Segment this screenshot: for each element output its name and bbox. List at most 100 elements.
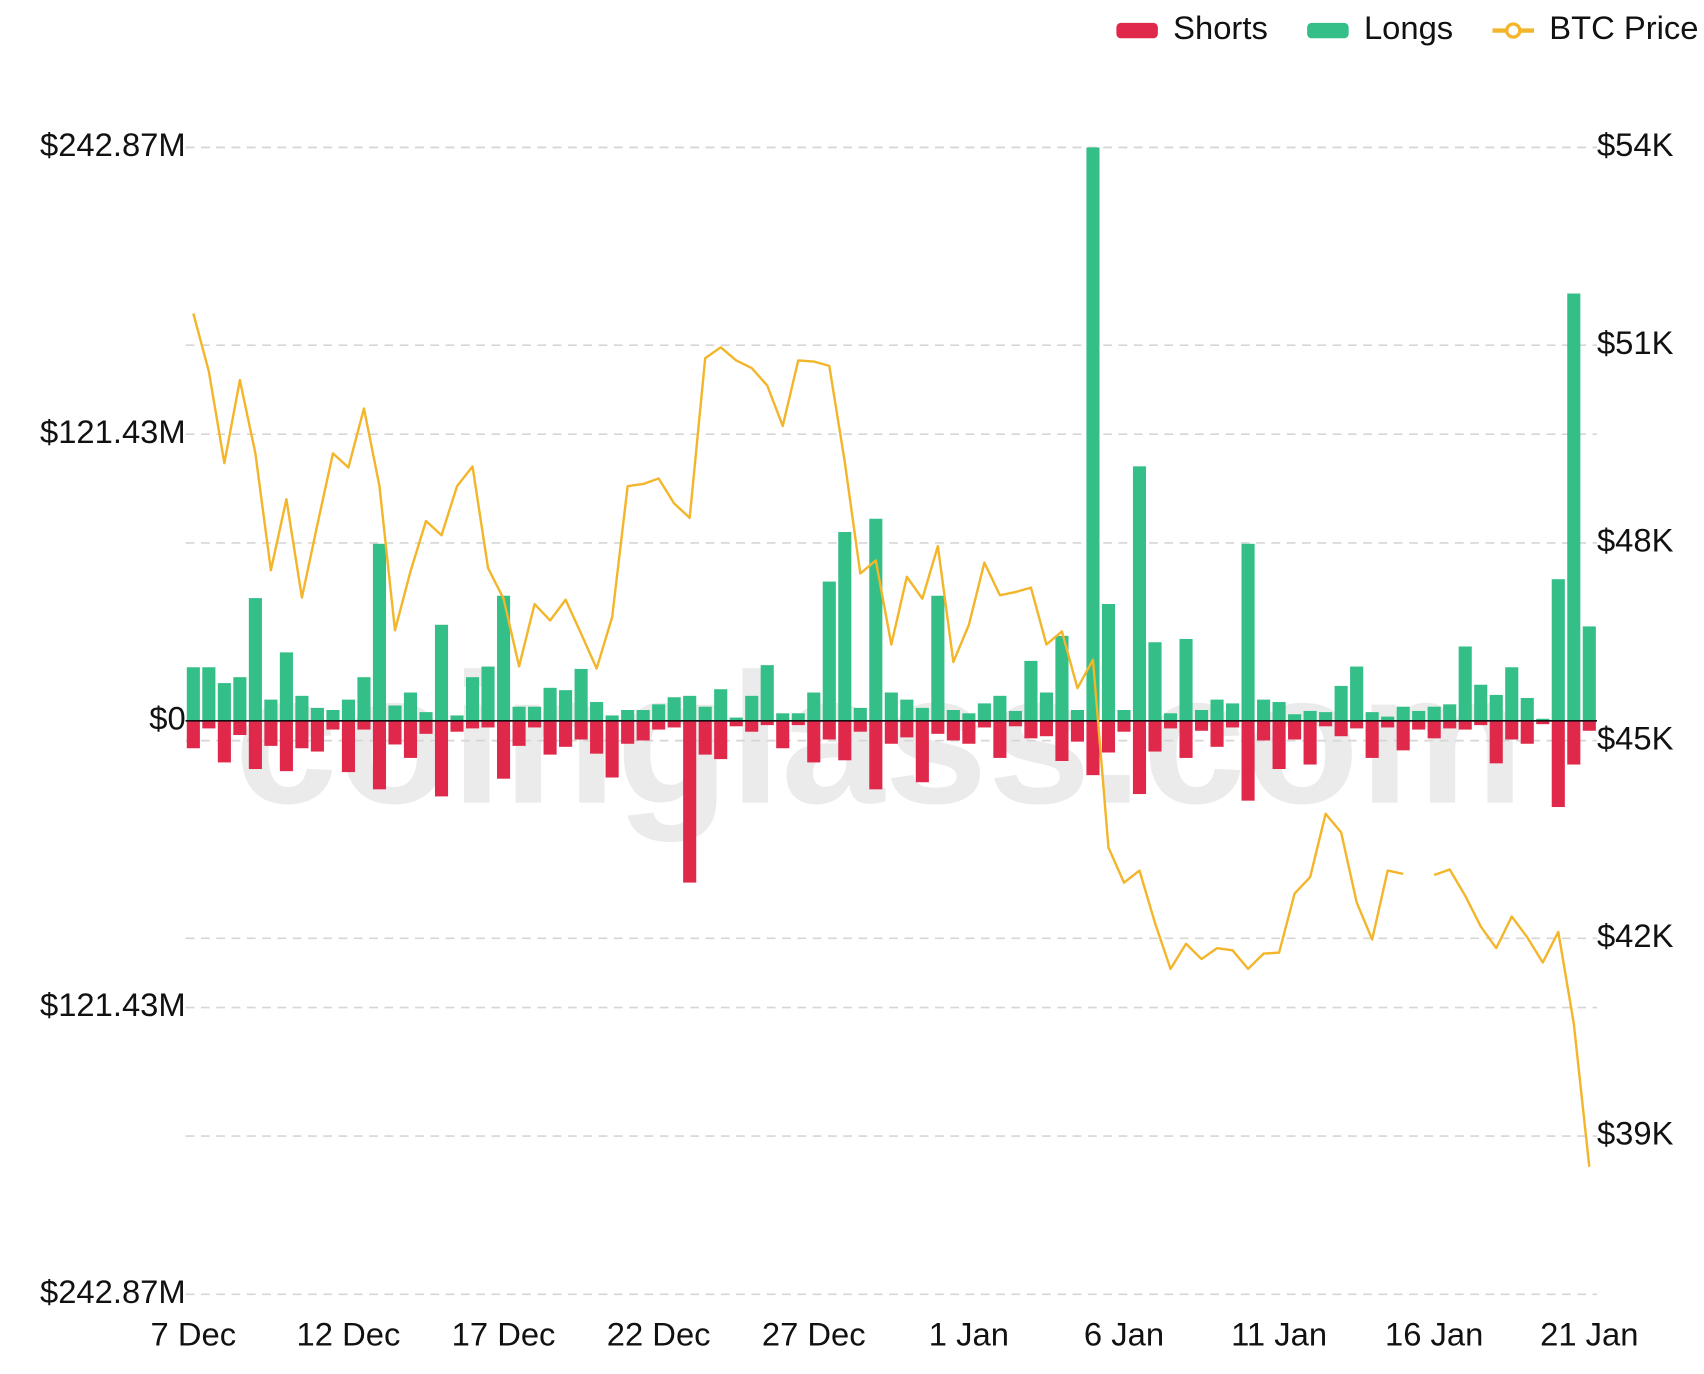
bar [1086, 147, 1100, 721]
bar [1412, 710, 1426, 721]
bar [698, 720, 712, 755]
y2-tick-label: $42K [1597, 917, 1674, 954]
bar [512, 706, 526, 721]
bar [1350, 666, 1364, 721]
bar [590, 720, 604, 754]
bar [729, 717, 743, 721]
bar [977, 703, 991, 721]
bar [667, 720, 681, 728]
x-tick-label: 17 Dec [452, 1316, 556, 1353]
bar [652, 720, 666, 730]
bar [559, 720, 573, 747]
legend-item: Longs [1307, 9, 1453, 46]
x-tick-label: 27 Dec [762, 1316, 866, 1353]
bar [1396, 706, 1410, 721]
bar [1458, 720, 1472, 730]
bar [497, 595, 511, 721]
bar [481, 666, 495, 721]
bar [326, 720, 340, 730]
bar [1288, 714, 1302, 721]
bar [1505, 720, 1519, 740]
bar [946, 709, 960, 721]
bar [1241, 543, 1255, 721]
bar [745, 695, 759, 721]
price-line [192, 313, 1591, 1167]
bar [574, 720, 588, 740]
bar [310, 720, 324, 752]
bar [1101, 603, 1116, 721]
bar [1241, 720, 1255, 801]
legend-label: BTC Price [1549, 9, 1698, 46]
bar [1179, 638, 1193, 721]
bar [202, 720, 216, 729]
bar [1551, 579, 1565, 721]
bar [1288, 720, 1302, 740]
bar [1210, 699, 1224, 721]
bar [683, 720, 697, 883]
bar [1582, 720, 1596, 731]
bar [1272, 701, 1286, 721]
bar [1520, 720, 1534, 744]
bar [1070, 709, 1085, 721]
bar [745, 720, 759, 732]
bar [1024, 660, 1038, 721]
bar [1365, 720, 1379, 758]
y2-tick-label: $54K [1597, 126, 1674, 163]
bar [1163, 720, 1178, 729]
bar [962, 720, 976, 744]
bar [1381, 720, 1395, 728]
bar [1055, 635, 1069, 721]
bar [403, 692, 418, 721]
bar [1055, 720, 1069, 761]
bar [1381, 716, 1395, 721]
bar [1520, 697, 1534, 721]
bar [1226, 720, 1240, 728]
bar [605, 715, 619, 721]
bar [528, 720, 542, 728]
bar [1086, 720, 1100, 776]
bar [1396, 720, 1410, 751]
bar [962, 713, 976, 721]
bar [1257, 720, 1271, 741]
x-tick-label: 7 Dec [151, 1316, 237, 1353]
bar [636, 720, 650, 741]
bar [326, 709, 340, 721]
bar [233, 720, 247, 736]
x-tick-label: 6 Jan [1084, 1316, 1164, 1353]
bar [869, 518, 883, 721]
bar [1334, 685, 1348, 721]
bar [977, 720, 991, 728]
bar [667, 697, 681, 721]
bar [1226, 703, 1240, 721]
bar [1365, 712, 1379, 721]
bar [931, 595, 945, 721]
bar [1194, 720, 1209, 731]
bar [1443, 720, 1457, 729]
bar [776, 720, 790, 749]
bar [1319, 720, 1333, 727]
bar [341, 699, 355, 721]
bar [372, 543, 387, 721]
bar [279, 720, 293, 772]
bar [202, 667, 216, 721]
bar [357, 677, 371, 721]
bar [915, 720, 929, 783]
bar [217, 683, 231, 721]
bar [791, 713, 805, 721]
legend-label: Shorts [1173, 9, 1268, 46]
bar [900, 699, 914, 721]
bar [1412, 720, 1426, 730]
bar [450, 715, 464, 721]
bar [357, 720, 371, 730]
bar [295, 720, 309, 749]
bar [1163, 713, 1178, 721]
bar [372, 720, 387, 790]
bar [652, 704, 666, 721]
bar [1210, 720, 1224, 747]
bar [776, 713, 790, 721]
bar [1536, 720, 1550, 725]
bar [1179, 720, 1193, 758]
y2-tick-label: $51K [1597, 324, 1674, 361]
